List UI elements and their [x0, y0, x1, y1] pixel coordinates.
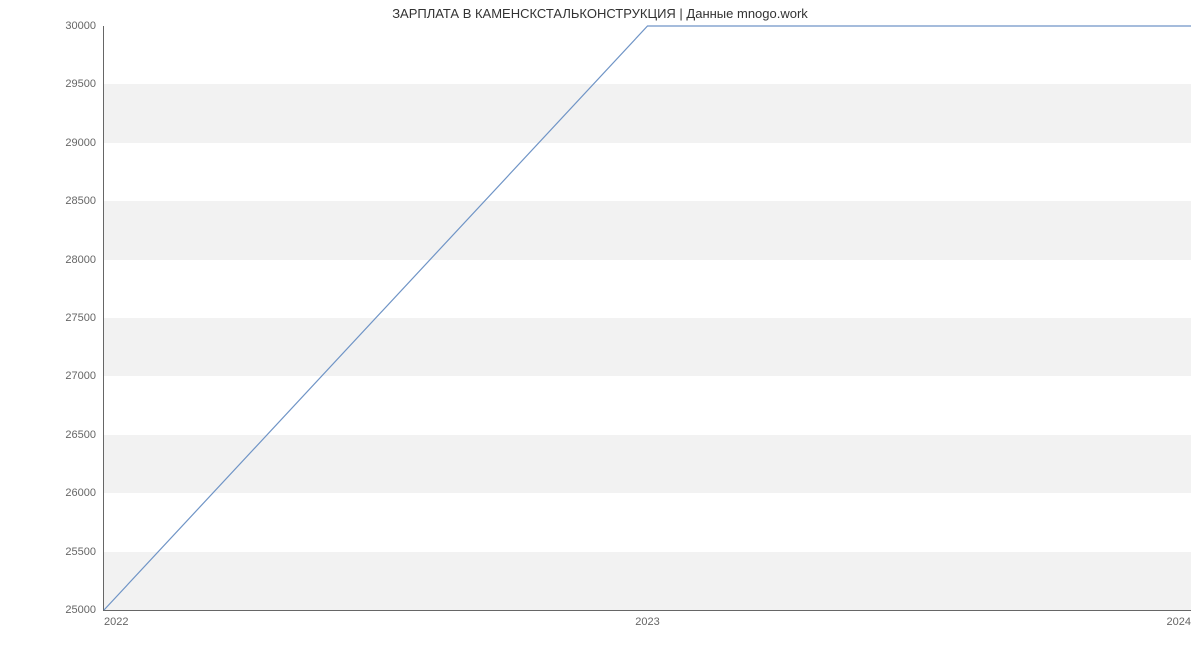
- x-tick-label: 2024: [1167, 616, 1191, 628]
- chart-title: ЗАРПЛАТА В КАМЕНСКСТАЛЬКОНСТРУКЦИЯ | Дан…: [0, 6, 1200, 21]
- series-salary: [104, 26, 1191, 610]
- plot-area: 2500025500260002650027000275002800028500…: [103, 26, 1191, 611]
- y-tick-label: 28500: [65, 195, 96, 207]
- y-tick-label: 27000: [65, 370, 96, 382]
- y-tick-label: 25500: [65, 546, 96, 558]
- x-tick-label: 2022: [104, 616, 128, 628]
- y-tick-label: 26000: [65, 487, 96, 499]
- y-tick-label: 28000: [65, 254, 96, 266]
- y-tick-label: 27500: [65, 312, 96, 324]
- line-layer: [104, 26, 1191, 610]
- y-tick-label: 25000: [65, 604, 96, 616]
- y-tick-label: 29000: [65, 137, 96, 149]
- y-tick-label: 29500: [65, 78, 96, 90]
- salary-line-chart: ЗАРПЛАТА В КАМЕНСКСТАЛЬКОНСТРУКЦИЯ | Дан…: [0, 0, 1200, 650]
- x-tick-label: 2023: [635, 616, 659, 628]
- y-tick-label: 30000: [65, 20, 96, 32]
- y-tick-label: 26500: [65, 429, 96, 441]
